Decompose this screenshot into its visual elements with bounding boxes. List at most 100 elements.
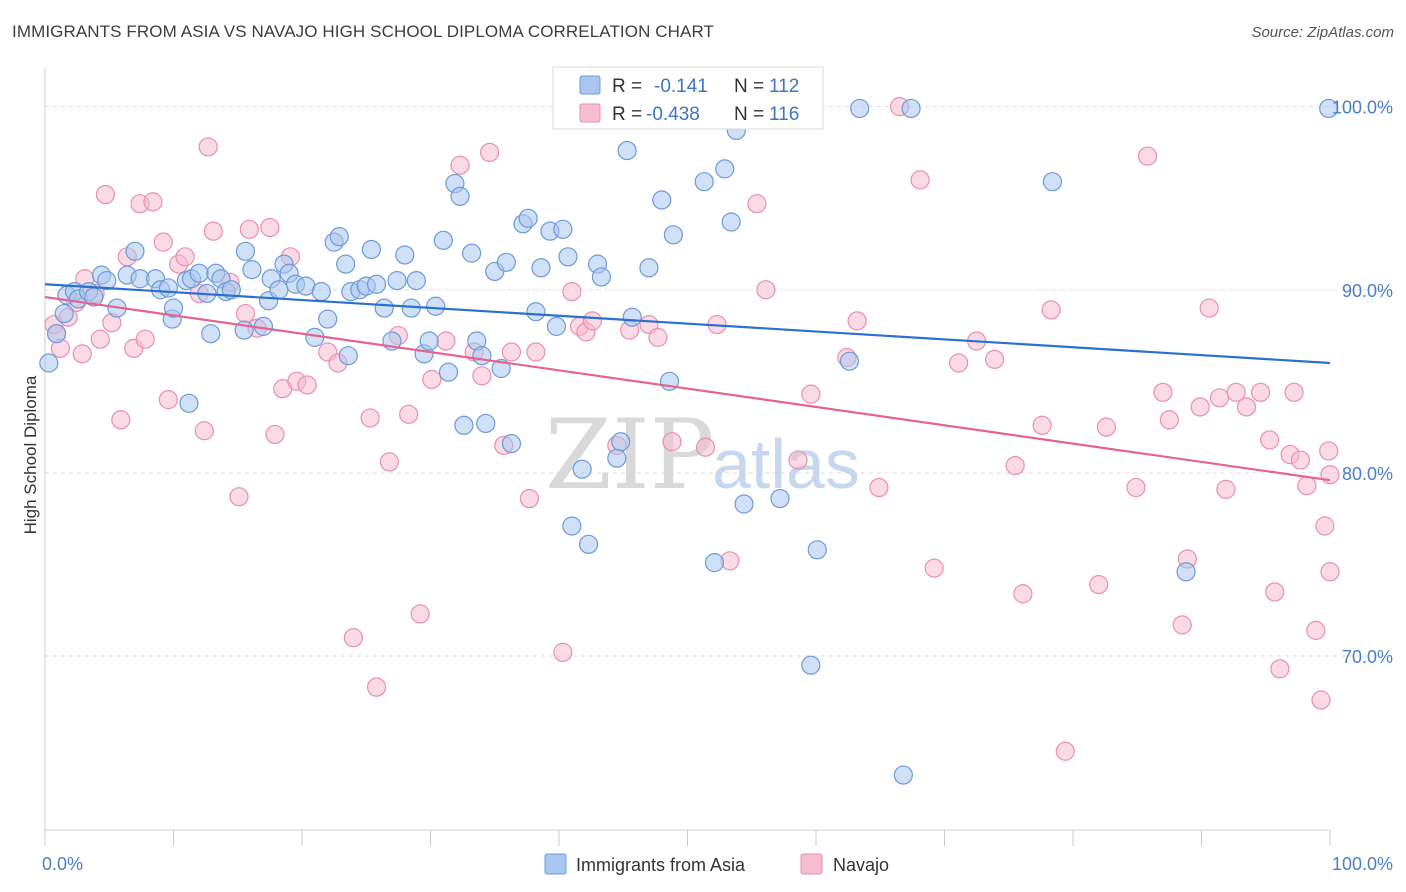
x-tick-label: 100.0% <box>1332 854 1393 874</box>
navajo-point <box>343 628 363 648</box>
asia-point <box>694 172 714 192</box>
navajo-point <box>1216 479 1236 499</box>
navajo-point <box>869 477 889 498</box>
navajo-point <box>1297 476 1317 496</box>
navajo-point <box>1319 441 1339 461</box>
asia-point <box>361 239 381 260</box>
asia-point <box>454 415 474 435</box>
asia-point <box>617 140 637 161</box>
asia-point <box>476 413 496 434</box>
navajo-point <box>501 342 522 362</box>
navajo-point <box>747 194 767 214</box>
navajo-point <box>756 280 776 300</box>
navajo-point <box>72 344 92 364</box>
navajo-point <box>949 353 969 373</box>
asia-point <box>163 298 184 318</box>
asia-point <box>578 534 599 554</box>
asia-point <box>607 448 627 468</box>
asia-point <box>462 243 482 263</box>
asia-point <box>807 540 827 560</box>
y-tick-label: 90.0% <box>1342 281 1393 301</box>
navajo-point <box>1137 146 1158 166</box>
asia-point <box>553 219 573 239</box>
asia-point <box>518 208 538 228</box>
navajo-point <box>788 450 808 470</box>
navajo-point <box>366 677 387 697</box>
asia-point <box>97 271 117 291</box>
legend-swatch-asia <box>579 75 601 95</box>
navajo-point <box>582 311 603 331</box>
navajo-point <box>1032 415 1052 435</box>
asia-point <box>663 225 683 245</box>
navajo-point <box>203 221 223 241</box>
navajo-point <box>450 155 470 175</box>
navajo-point <box>90 329 110 349</box>
asia-point <box>318 309 338 329</box>
legend-swatch-navajo <box>579 103 601 123</box>
watermark-atlas: atlas <box>712 425 860 503</box>
navajo-points <box>44 97 1340 761</box>
asia-point <box>311 281 331 302</box>
asia-point <box>336 254 356 274</box>
asia-point <box>395 245 415 265</box>
legend-n-value-asia: 112 <box>769 76 799 97</box>
asia-point <box>387 271 407 291</box>
asia-point <box>734 494 754 514</box>
asia-point <box>438 362 459 382</box>
navajo-point <box>1055 741 1075 761</box>
navajo-point <box>910 170 930 190</box>
series-legend: Immigrants from Asia Navajo <box>544 853 889 875</box>
navajo-point <box>1041 300 1061 320</box>
asia-point <box>801 655 821 675</box>
navajo-point <box>260 217 280 238</box>
asia-point <box>426 296 446 316</box>
asia-point <box>366 274 387 294</box>
navajo-point <box>1089 575 1109 595</box>
navajo-point <box>924 558 944 578</box>
navajo-point <box>422 369 442 390</box>
navajo-point <box>1320 465 1340 485</box>
asia-point <box>901 98 921 119</box>
navajo-point <box>472 366 492 386</box>
asia-trend-line <box>44 283 1331 365</box>
series-swatch-asia <box>544 853 567 875</box>
asia-point <box>572 459 592 479</box>
navajo-point <box>648 327 668 347</box>
navajo-point <box>143 192 163 212</box>
navajo-point <box>360 408 380 428</box>
asia-point <box>639 258 659 278</box>
navajo-point <box>95 184 115 205</box>
navajo-point <box>553 642 573 662</box>
series-label-asia: Immigrants from Asia <box>576 855 746 875</box>
navajo-point <box>239 219 259 239</box>
navajo-point <box>297 375 317 395</box>
legend-n-value-navajo: 116 <box>769 104 799 125</box>
asia-point <box>496 252 516 272</box>
navajo-point <box>1251 382 1271 402</box>
asia-point <box>770 488 790 509</box>
legend-r-label: R = <box>612 104 642 125</box>
asia-points <box>39 98 1339 785</box>
asia-point <box>591 267 612 287</box>
navajo-point <box>1126 477 1146 498</box>
tick-labels: 70.0% 80.0% 90.0% 100.0% 0.0% 100.0% <box>42 98 1393 874</box>
asia-point <box>652 190 672 210</box>
asia-point <box>450 186 470 206</box>
navajo-point <box>1306 620 1326 640</box>
navajo-point <box>158 390 178 410</box>
navajo-point <box>194 421 214 441</box>
y-tick-label: 100.0% <box>1332 98 1393 118</box>
navajo-point <box>519 488 540 509</box>
asia-point <box>611 432 631 452</box>
series-swatch-navajo <box>800 853 823 875</box>
navajo-point <box>1311 690 1331 710</box>
navajo-point <box>153 232 173 252</box>
axes <box>44 68 1331 846</box>
navajo-point <box>1172 615 1192 635</box>
navajo-point <box>399 404 419 424</box>
navajo-point <box>1226 382 1246 402</box>
asia-point <box>419 331 439 351</box>
asia-point <box>704 553 725 573</box>
legend-r-label: R = <box>612 76 642 97</box>
